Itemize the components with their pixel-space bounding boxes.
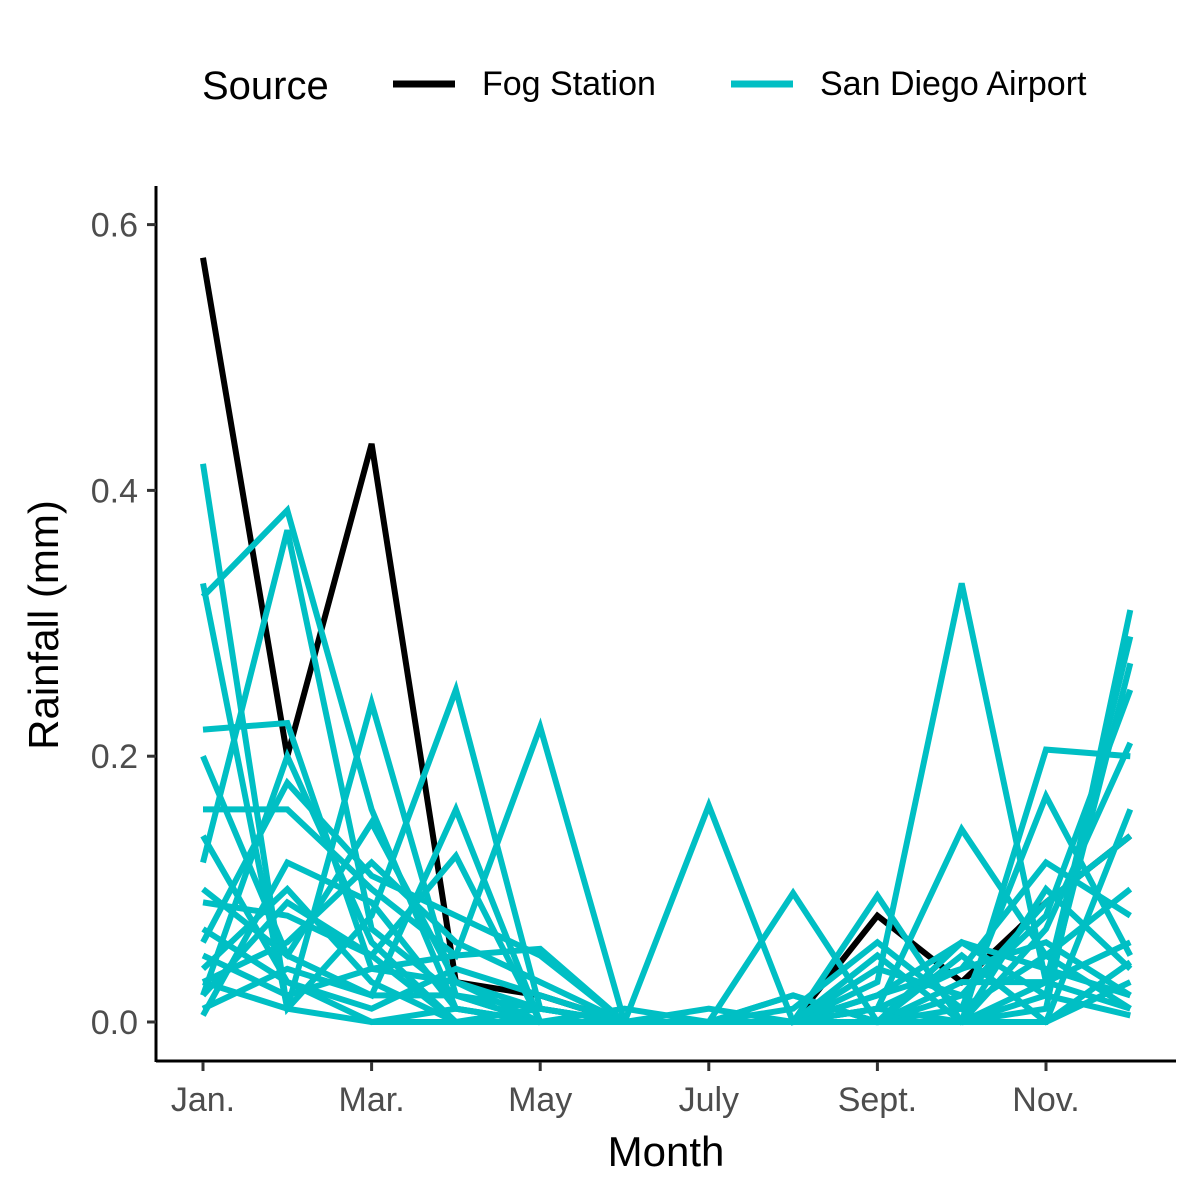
y-tick-label: 0.2 xyxy=(91,738,138,776)
y-axis-title: Rainfall (mm) xyxy=(20,500,67,750)
y-tick-label: 0.0 xyxy=(91,1004,138,1042)
x-axis-title: Month xyxy=(608,1128,725,1175)
x-tick-label: May xyxy=(508,1081,572,1119)
legend-label-fog-station: Fog Station xyxy=(482,65,656,103)
y-tick-label: 0.6 xyxy=(91,207,138,245)
series-layer xyxy=(200,257,1134,1026)
x-tick-label: July xyxy=(679,1081,739,1119)
legend-label-san-diego-airport: San Diego Airport xyxy=(820,65,1087,103)
x-tick-label: Jan. xyxy=(171,1081,235,1119)
x-tick-label: Mar. xyxy=(339,1081,405,1119)
legend-title: Source xyxy=(202,64,329,108)
ticks-layer: 0.0 0.2 0.4 0.6 Jan. Mar. May July Sept. Nov. xyxy=(91,207,1080,1119)
y-tick-label: 0.4 xyxy=(91,472,138,510)
x-tick-label: Sept. xyxy=(838,1081,917,1119)
legend: Source Fog Station San Diego Airport xyxy=(202,64,1087,108)
x-tick-label: Nov. xyxy=(1012,1081,1079,1119)
series-line-san-diego-airport-19 xyxy=(200,898,1132,1025)
